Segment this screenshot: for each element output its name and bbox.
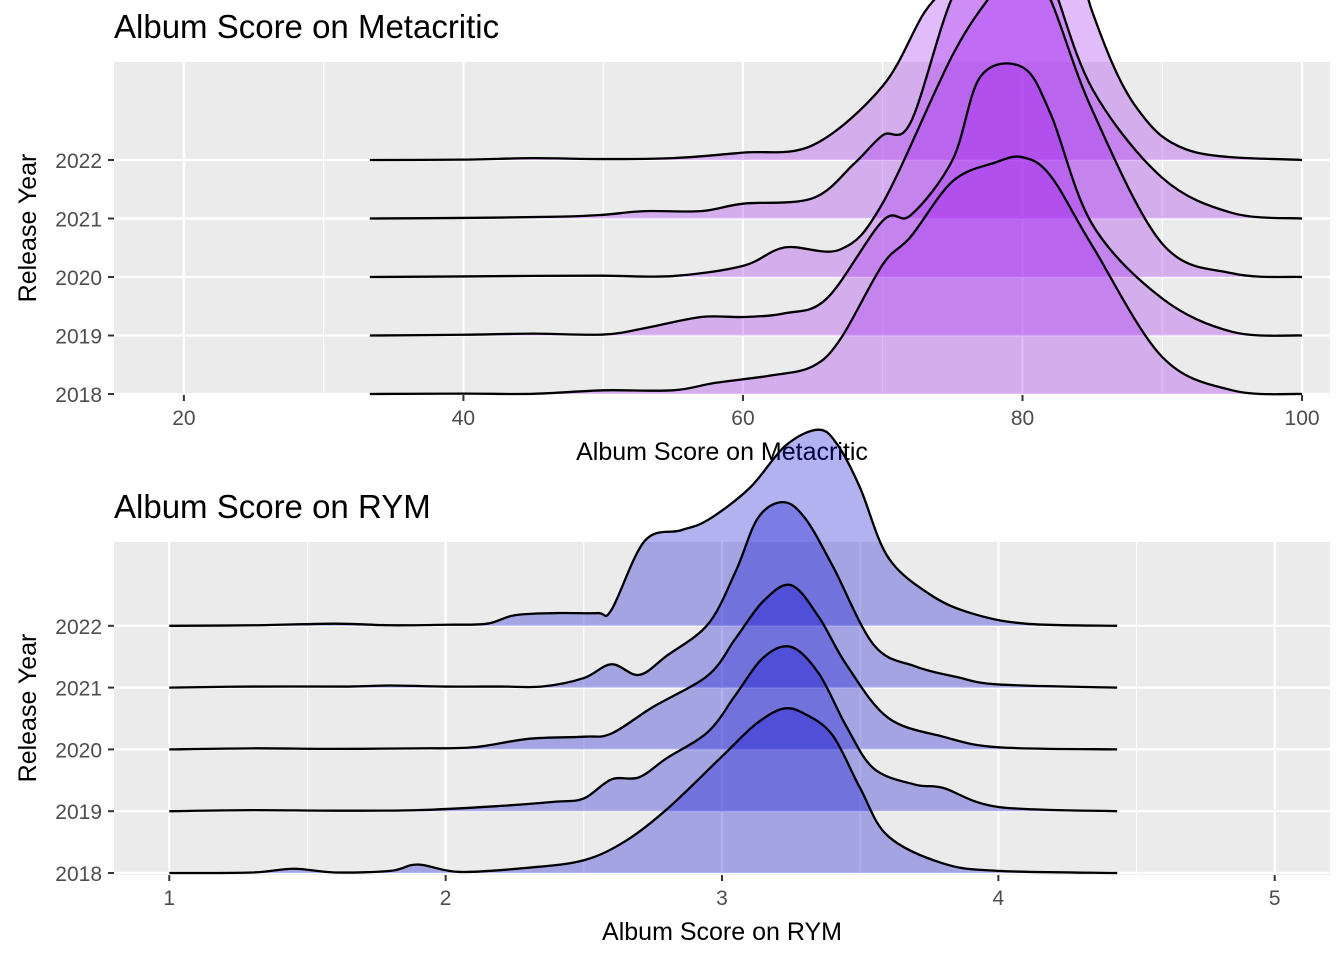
rym-ridge-fill-2022 (169, 429, 1118, 626)
metacritic-ridge-line-2021 (369, 0, 1303, 220)
rym-y-tick-labels: 2018 2019 2020 2021 2022 (55, 616, 114, 886)
metacritic-ridge-line-2019 (369, 62, 1303, 337)
metacritic-x-tick-label: 100 (1285, 407, 1320, 430)
rym-panel: Album Score on RYM 20182019202020212022 … (14, 428, 1330, 946)
metacritic-x-tick-label: 60 (731, 407, 754, 430)
metacritic-x-tick-label: 20 (172, 407, 195, 430)
metacritic-ridge-fill-2022 (369, 0, 1303, 160)
rym-y-axis-label: Release Year (14, 634, 42, 783)
metacritic-x-tick-label: 40 (452, 407, 475, 430)
metacritic-y-tick-label: 2020 (55, 267, 102, 290)
metacritic-chart-title: Album Score on Metacritic (114, 8, 499, 45)
metacritic-x-tick-label: 80 (1011, 407, 1034, 430)
rym-ridge-line-2022 (169, 428, 1118, 627)
rym-ridges (169, 428, 1118, 875)
metacritic-plot-background (114, 62, 1330, 395)
rym-ridge-line-2019 (169, 645, 1118, 813)
rym-x-tick-label: 3 (716, 887, 728, 910)
metacritic-ridge-fill-2020 (369, 0, 1303, 278)
rym-ridge-fill-2019 (169, 646, 1118, 812)
rym-y-tick-label: 2018 (55, 863, 102, 886)
metacritic-ridge-line-2018 (369, 155, 1303, 396)
metacritic-y-tick-label: 2022 (55, 150, 102, 173)
metacritic-ridge-fill-2019 (369, 63, 1303, 336)
rym-y-tick-label: 2021 (55, 678, 102, 701)
rym-ridge-line-2021 (169, 500, 1118, 689)
metacritic-ridges (369, 0, 1303, 396)
rym-x-tick-label: 2 (440, 887, 452, 910)
rym-ridge-line-2020 (169, 583, 1118, 751)
rym-y-tick-label: 2019 (55, 801, 102, 824)
rym-ridge-fill-2020 (169, 584, 1118, 750)
rym-gridlines (114, 542, 1330, 875)
metacritic-y-tick-label: 2018 (55, 384, 102, 407)
rym-ridge-line-2018 (169, 707, 1118, 875)
rym-x-axis-label: Album Score on RYM (602, 918, 842, 946)
metacritic-ridge-line-2020 (369, 0, 1303, 279)
metacritic-ridge-fill-2021 (369, 0, 1303, 219)
rym-x-tick-labels: 1 2 3 4 5 (163, 875, 1281, 910)
rym-x-tick-label: 5 (1269, 887, 1281, 910)
rym-ridge-fill-2018 (169, 708, 1118, 873)
rym-x-tick-label: 1 (163, 887, 175, 910)
metacritic-x-axis-label: Album Score on Metacritic (576, 438, 868, 466)
metacritic-y-tick-label: 2021 (55, 209, 102, 232)
metacritic-y-tick-label: 2019 (55, 326, 102, 349)
metacritic-y-tick-labels: 2018 2019 2020 2021 2022 (55, 150, 114, 407)
rym-x-tick-label: 4 (993, 887, 1005, 910)
metacritic-gridlines (114, 62, 1330, 396)
rym-y-tick-label: 2022 (55, 616, 102, 639)
rym-y-tick-label: 2020 (55, 739, 102, 762)
rym-chart-title: Album Score on RYM (114, 488, 431, 525)
metacritic-y-axis-label: Release Year (14, 154, 42, 303)
metacritic-panel: Album Score on Metacritic 20182019202020… (14, 0, 1330, 466)
metacritic-ridge-fill-2018 (369, 156, 1303, 395)
metacritic-ridge-line-2022 (369, 0, 1303, 162)
metacritic-x-tick-labels: 20 40 60 80 100 (172, 395, 1320, 430)
